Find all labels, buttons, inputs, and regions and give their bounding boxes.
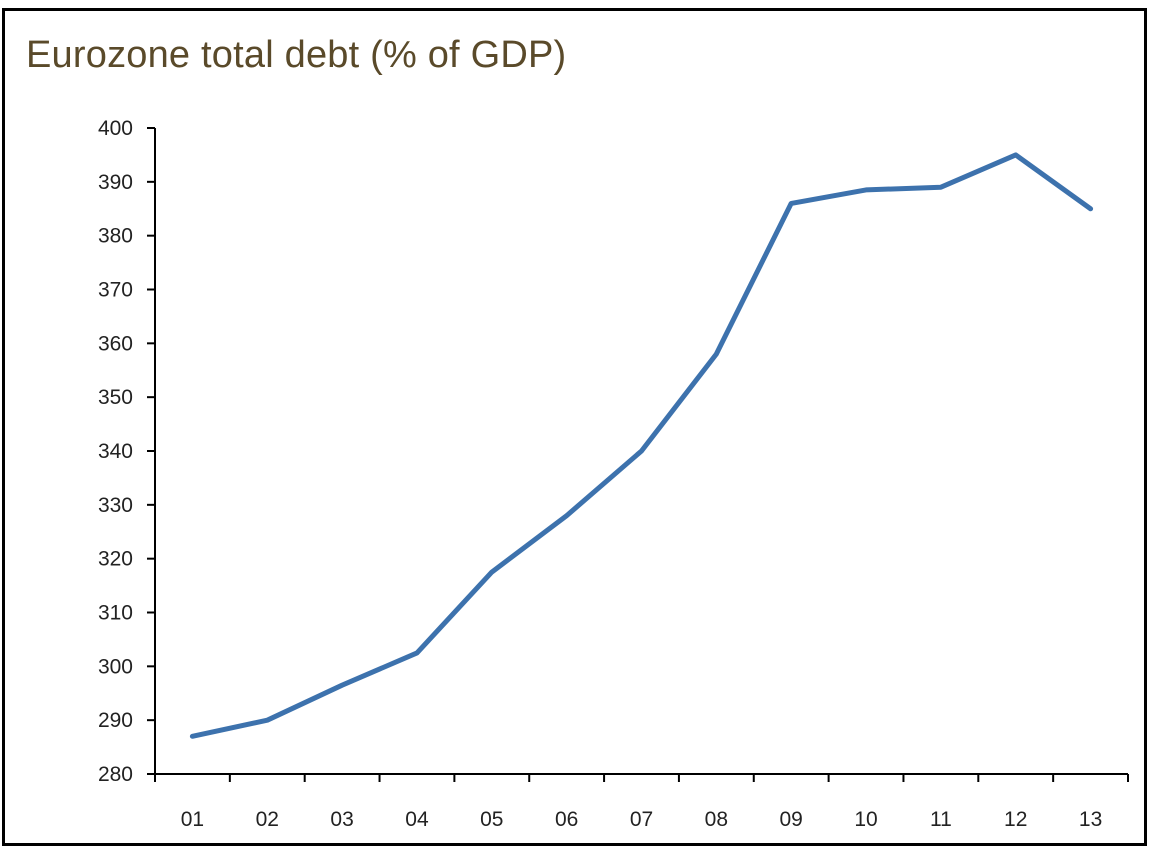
y-tick-label: 280: [98, 763, 133, 786]
x-tick-label: 01: [181, 808, 204, 831]
chart-frame: [2, 8, 1147, 846]
chart-title: Eurozone total debt (% of GDP): [26, 34, 567, 76]
y-tick-label: 370: [98, 279, 133, 302]
y-tick-label: 380: [98, 225, 133, 248]
y-tick-label: 350: [98, 386, 133, 409]
x-tick-label: 02: [256, 808, 279, 831]
x-tick-label: 06: [555, 808, 578, 831]
x-tick-label: 08: [705, 808, 728, 831]
y-tick-label: 320: [98, 548, 133, 571]
x-tick-label: 10: [854, 808, 877, 831]
y-tick-label: 290: [98, 709, 133, 732]
x-tick-label: 03: [330, 808, 353, 831]
y-tick-label: 360: [98, 332, 133, 355]
y-tick-label: 310: [98, 602, 133, 625]
x-tick-label: 09: [780, 808, 803, 831]
x-tick-label: 04: [405, 808, 429, 831]
y-tick-label: 340: [98, 440, 133, 463]
y-tick-label: 300: [98, 655, 133, 678]
y-tick-label: 400: [98, 117, 133, 140]
x-tick-label: 13: [1079, 808, 1102, 831]
series-line: [189, 152, 1094, 739]
y-tick-label: 330: [98, 494, 133, 517]
y-tick-label: 390: [98, 171, 133, 194]
x-tick-label: 11: [930, 808, 952, 831]
x-tick-label: 05: [480, 808, 503, 831]
x-tick-label: 12: [1004, 808, 1027, 831]
x-tick-label: 07: [630, 808, 653, 831]
